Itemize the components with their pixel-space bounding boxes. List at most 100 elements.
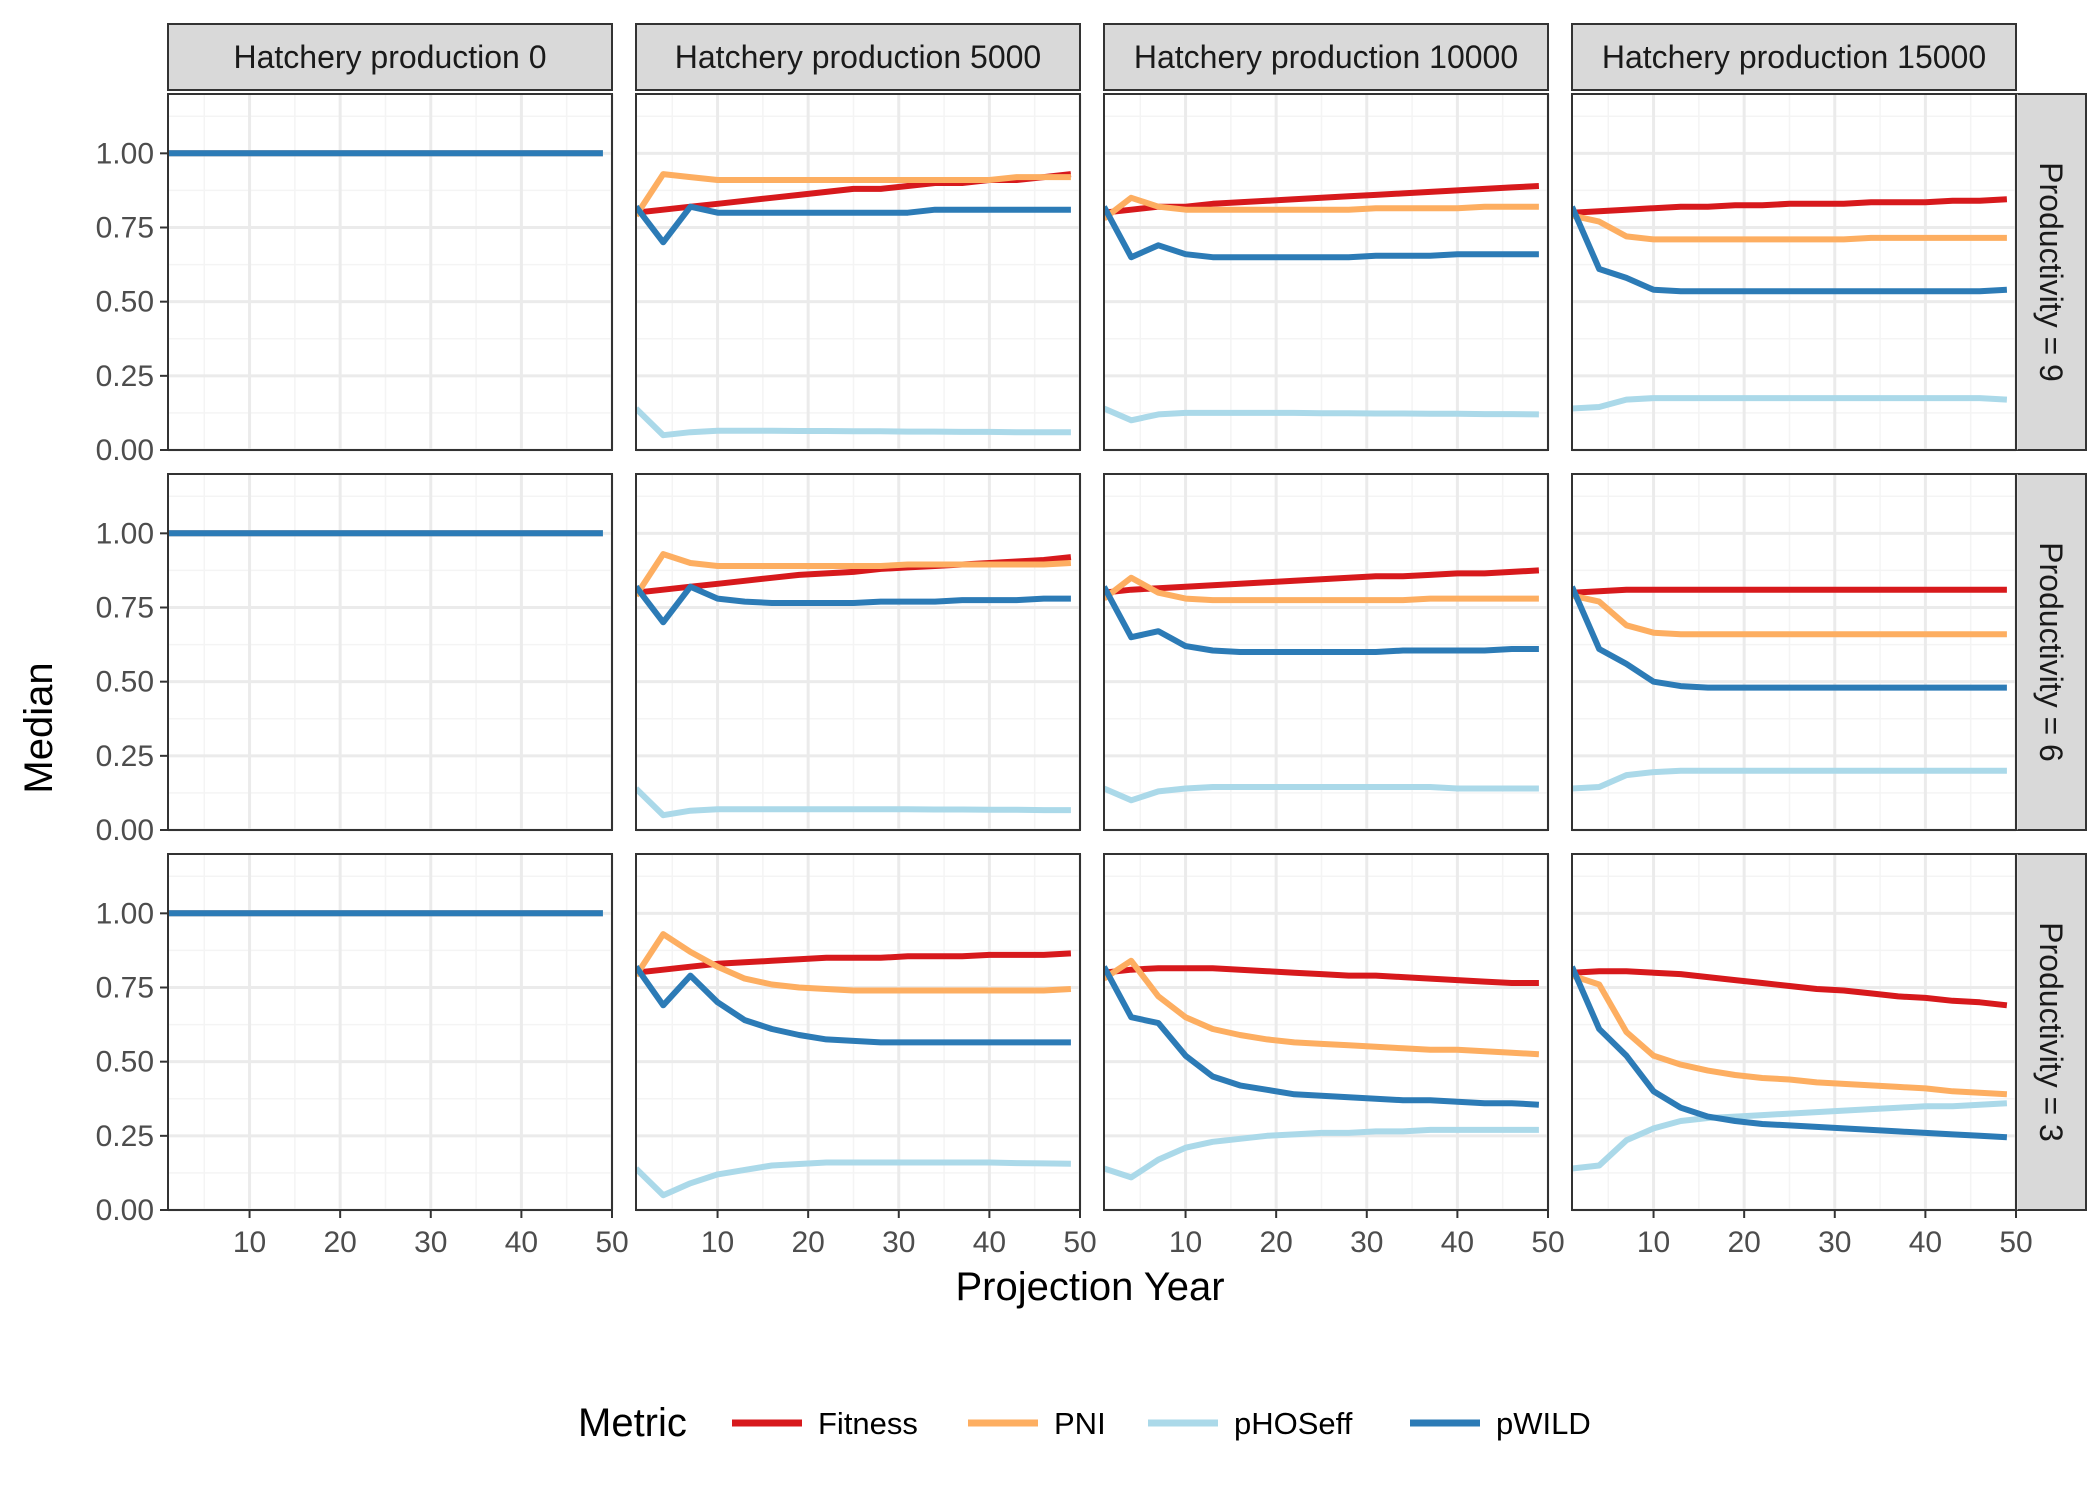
y-tick-label: 0.25 <box>96 360 154 393</box>
panel-border <box>1103 93 1549 451</box>
column-strip-label-0: Hatchery production 0 <box>233 39 546 75</box>
panel-r1-c1 <box>635 473 1082 832</box>
x-tick-label: 30 <box>882 1226 915 1259</box>
series-line-pwild <box>636 583 1071 626</box>
panel-border <box>167 853 613 1211</box>
column-strip-2 <box>1103 23 1549 91</box>
series-line-pwild <box>636 203 1071 246</box>
x-tick-label: 40 <box>1909 1226 1942 1259</box>
panel-r1-c3 <box>1571 473 2018 832</box>
panel-border <box>635 93 1081 451</box>
panel-background <box>1572 854 2016 1210</box>
y-tick-label: 0.25 <box>96 740 154 773</box>
series-group <box>1572 196 2008 412</box>
series-line-pni <box>1104 957 1540 1058</box>
x-tick-label: 20 <box>323 1226 356 1259</box>
y-tick-label: 0.50 <box>96 1046 154 1079</box>
series-line-phoseff <box>1572 1100 2008 1172</box>
series-line-phoseff <box>1104 405 1539 424</box>
series-group <box>636 171 1072 439</box>
x-tick-label: 50 <box>1063 1226 1096 1259</box>
panel-border <box>167 473 613 831</box>
y-tick-label: 0.75 <box>96 972 154 1005</box>
series-line-fitness <box>1572 968 2008 1009</box>
series-line-pwild <box>1572 205 2008 295</box>
series-line-pwild <box>1572 965 2008 1141</box>
column-strip-label-3: Hatchery production 15000 <box>1602 39 1986 75</box>
series-line-pni <box>1104 194 1539 221</box>
x-tick-label: 50 <box>595 1226 628 1259</box>
column-strip-label-1: Hatchery production 5000 <box>675 39 1041 75</box>
panel-background <box>636 94 1080 450</box>
series-group <box>1572 585 2007 792</box>
series-line-phoseff <box>636 1159 1071 1199</box>
y-axis-title: Median <box>17 662 61 793</box>
panel-border <box>635 473 1081 831</box>
x-tick-label: 20 <box>1259 1226 1292 1259</box>
y-tick-label: 1.00 <box>96 897 154 930</box>
y-tick-label: 1.00 <box>96 517 154 550</box>
series-line-fitness <box>1104 567 1540 596</box>
panel-r0-c2 <box>1103 93 1550 452</box>
panel-border <box>1571 853 2017 1211</box>
panel-background <box>168 94 612 450</box>
x-tick-label: 10 <box>701 1226 734 1259</box>
panel-r1-c2 <box>1103 473 1550 832</box>
row-strip-2 <box>2015 853 2087 1211</box>
row-strip-label-2: Productivity = 3 <box>2033 922 2069 1142</box>
row-strip-0 <box>2015 93 2087 451</box>
legend-label-phoseff: pHOSeff <box>1234 1406 1353 1441</box>
panel-background <box>168 854 612 1210</box>
series-line-pni <box>1572 592 2007 638</box>
series-line-fitness <box>1572 586 2007 596</box>
panel-r0-c0: 0.00 0.25 0.50 0.75 1.00 <box>96 93 614 467</box>
column-strip-1 <box>635 23 1081 91</box>
panel-border <box>1571 93 2017 451</box>
column-strip-label-2: Hatchery production 10000 <box>1134 39 1518 75</box>
panel-r2-c2: 10 20 30 40 50 <box>1103 853 1565 1259</box>
series-line-pwild <box>1104 585 1539 655</box>
x-tick-label: 30 <box>1350 1226 1383 1259</box>
series-group <box>1104 957 1540 1181</box>
x-tick-label: 20 <box>791 1226 824 1259</box>
legend-label-pwild: pWILD <box>1496 1406 1591 1441</box>
series-group <box>1572 965 2008 1172</box>
series-group <box>1104 567 1540 804</box>
legend-title: Metric <box>578 1401 687 1445</box>
series-line-phoseff <box>636 406 1071 439</box>
x-tick-label: 30 <box>414 1226 447 1259</box>
series-line-pni <box>636 931 1072 994</box>
panel-background <box>1104 94 1548 450</box>
x-tick-label: 10 <box>233 1226 266 1259</box>
series-line-pni <box>1572 212 2007 243</box>
panel-r0-c1 <box>635 93 1082 452</box>
panel-border <box>1103 473 1549 831</box>
y-tick-label: 0.50 <box>96 666 154 699</box>
y-tick-label: 0.50 <box>96 286 154 319</box>
x-tick-label: 50 <box>1999 1226 2032 1259</box>
series-group <box>1104 183 1540 424</box>
series-line-pni <box>1572 972 2008 1098</box>
panel-border <box>635 853 1081 1211</box>
legend: Metric Fitness PNI pHOSeff pWILD <box>578 1401 1591 1445</box>
panel-border <box>1571 473 2017 831</box>
x-tick-label: 10 <box>1169 1226 1202 1259</box>
panel-border <box>167 93 613 451</box>
x-tick-label: 20 <box>1727 1226 1760 1259</box>
series-line-phoseff <box>1104 1126 1539 1181</box>
x-tick-label: 40 <box>505 1226 538 1259</box>
x-tick-label: 40 <box>973 1226 1006 1259</box>
series-line-phoseff <box>636 786 1071 819</box>
panels-layer: Hatchery production 0 Hatchery production… <box>96 23 2087 1259</box>
series-line-pwild <box>1104 965 1540 1108</box>
legend-label-pni: PNI <box>1054 1406 1106 1441</box>
y-tick-label: 0.75 <box>96 592 154 625</box>
y-tick-label: 0.75 <box>96 212 154 245</box>
series-line-pwild <box>1104 205 1539 261</box>
series-line-phoseff <box>1572 395 2008 412</box>
panel-background <box>636 474 1080 830</box>
x-tick-label: 10 <box>1637 1226 1670 1259</box>
panel-background <box>168 474 612 830</box>
